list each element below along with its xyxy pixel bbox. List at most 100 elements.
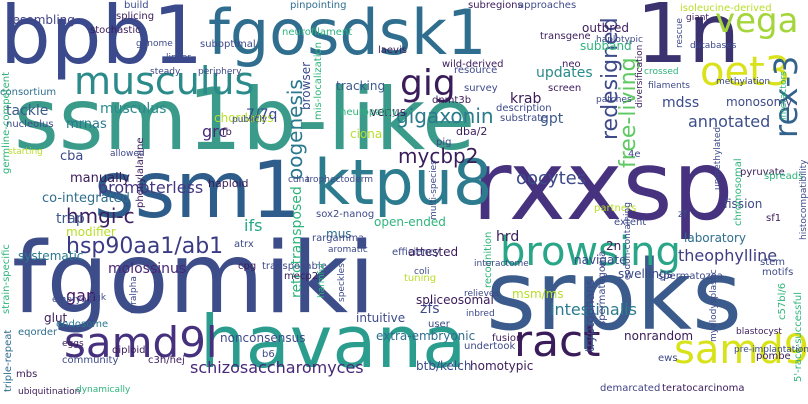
word: allowed xyxy=(110,149,145,159)
word: dba/2 xyxy=(456,125,488,138)
word: cba xyxy=(60,149,84,164)
word: extent xyxy=(614,217,647,228)
word: ciona xyxy=(350,127,383,141)
word: ubiquitination xyxy=(18,387,81,397)
word: hsp90aa1/ab1 xyxy=(66,234,224,259)
word: transgene xyxy=(540,31,591,42)
word: blastocyst xyxy=(736,327,782,337)
word: cdna xyxy=(288,175,310,185)
word: ssm1b-like xyxy=(14,70,476,170)
word: oet3 xyxy=(700,49,791,95)
word: fgk xyxy=(92,293,107,303)
word: harmful xyxy=(317,263,327,298)
word: undertook xyxy=(464,341,516,352)
word: bpb1 xyxy=(0,0,204,82)
word: nucleolus xyxy=(6,119,54,130)
word: germline-competent xyxy=(1,71,12,174)
word: ract xyxy=(514,316,601,367)
word: 4e xyxy=(628,149,641,160)
word: inbred xyxy=(466,309,495,319)
word: neuropathy xyxy=(340,107,398,118)
word: atrx xyxy=(234,239,254,250)
word: filaments xyxy=(648,81,690,91)
word: speckles xyxy=(337,263,347,302)
word: neurofilament xyxy=(282,27,353,38)
word: 7/7q xyxy=(246,107,278,123)
word: rargamma xyxy=(312,233,365,244)
word: dnmt3b xyxy=(432,95,472,106)
word: interactors xyxy=(779,71,789,120)
word: methylation xyxy=(716,77,771,87)
word: fission xyxy=(724,197,763,211)
word: description xyxy=(496,103,552,114)
word: intestinalis xyxy=(550,300,637,319)
word: starting xyxy=(8,147,43,157)
word: zfs xyxy=(420,301,440,317)
word: grc xyxy=(202,122,228,141)
word: eqorder xyxy=(18,327,58,338)
word: steady xyxy=(150,67,181,77)
word: laevis xyxy=(378,45,407,56)
word: pre-implantation xyxy=(734,345,808,355)
word: fb xyxy=(222,127,232,138)
word: laboratory xyxy=(684,231,747,245)
word: srpks xyxy=(486,240,743,352)
word: efficiency xyxy=(392,247,441,258)
word: subregions xyxy=(468,0,523,11)
word: screen xyxy=(548,83,582,94)
word: tryptophans xyxy=(583,279,597,352)
word: databases xyxy=(690,41,737,51)
word: musculus xyxy=(74,59,255,103)
word: mrnas xyxy=(66,117,107,132)
word: outbred xyxy=(582,21,629,35)
word: nonrandom xyxy=(624,329,694,343)
word: haploid xyxy=(208,177,249,190)
word: manually xyxy=(70,171,130,186)
word: codon-containing xyxy=(623,202,633,280)
word: mycbp2 xyxy=(398,144,479,168)
word: nonconsensus xyxy=(220,331,306,345)
word: attested xyxy=(408,245,459,259)
word: eggs xyxy=(62,339,84,349)
word: pombe xyxy=(756,351,791,362)
word: haplotypic xyxy=(596,35,643,45)
word: schizosaccharomyces xyxy=(190,358,364,377)
word: browsing xyxy=(500,229,681,275)
word: chromosomal xyxy=(733,158,744,226)
word: havana xyxy=(200,300,467,384)
word: samd9l xyxy=(64,318,218,367)
word: hmgi-c xyxy=(66,204,135,228)
word: ifs xyxy=(244,216,263,235)
word: modifier xyxy=(66,225,116,239)
word: cpg xyxy=(238,261,257,272)
word: linker xyxy=(166,53,191,63)
word: substrate xyxy=(500,113,548,124)
word: spermatogonia xyxy=(597,250,608,326)
word: gpt xyxy=(540,111,564,127)
word: hrd xyxy=(496,229,520,245)
word: homotypic xyxy=(470,359,534,373)
word: fgosdsk1 xyxy=(208,0,487,69)
word: samd9 xyxy=(674,327,808,373)
word: mis-localization xyxy=(313,42,324,120)
word: glut xyxy=(44,311,68,325)
word: embryo xyxy=(52,295,87,305)
word: wild-derived xyxy=(442,59,504,70)
word: triple-repeat xyxy=(3,329,14,392)
word: user xyxy=(428,319,450,330)
word: coli xyxy=(414,267,430,277)
word: trap xyxy=(56,211,85,227)
word: genome xyxy=(136,39,173,49)
word: strain-specific xyxy=(1,244,12,314)
word: extra-embryonic xyxy=(376,329,476,343)
word: aromatic xyxy=(328,245,368,255)
word: fusion xyxy=(492,333,523,344)
word: publicly xyxy=(232,115,267,125)
word: c57bl/6 xyxy=(777,282,788,320)
word: musculus xyxy=(100,101,167,117)
word: multi-species xyxy=(429,160,439,220)
word: spermatozoa xyxy=(658,271,724,282)
word: ssm1 xyxy=(94,146,301,236)
word: open-ended xyxy=(374,215,446,229)
